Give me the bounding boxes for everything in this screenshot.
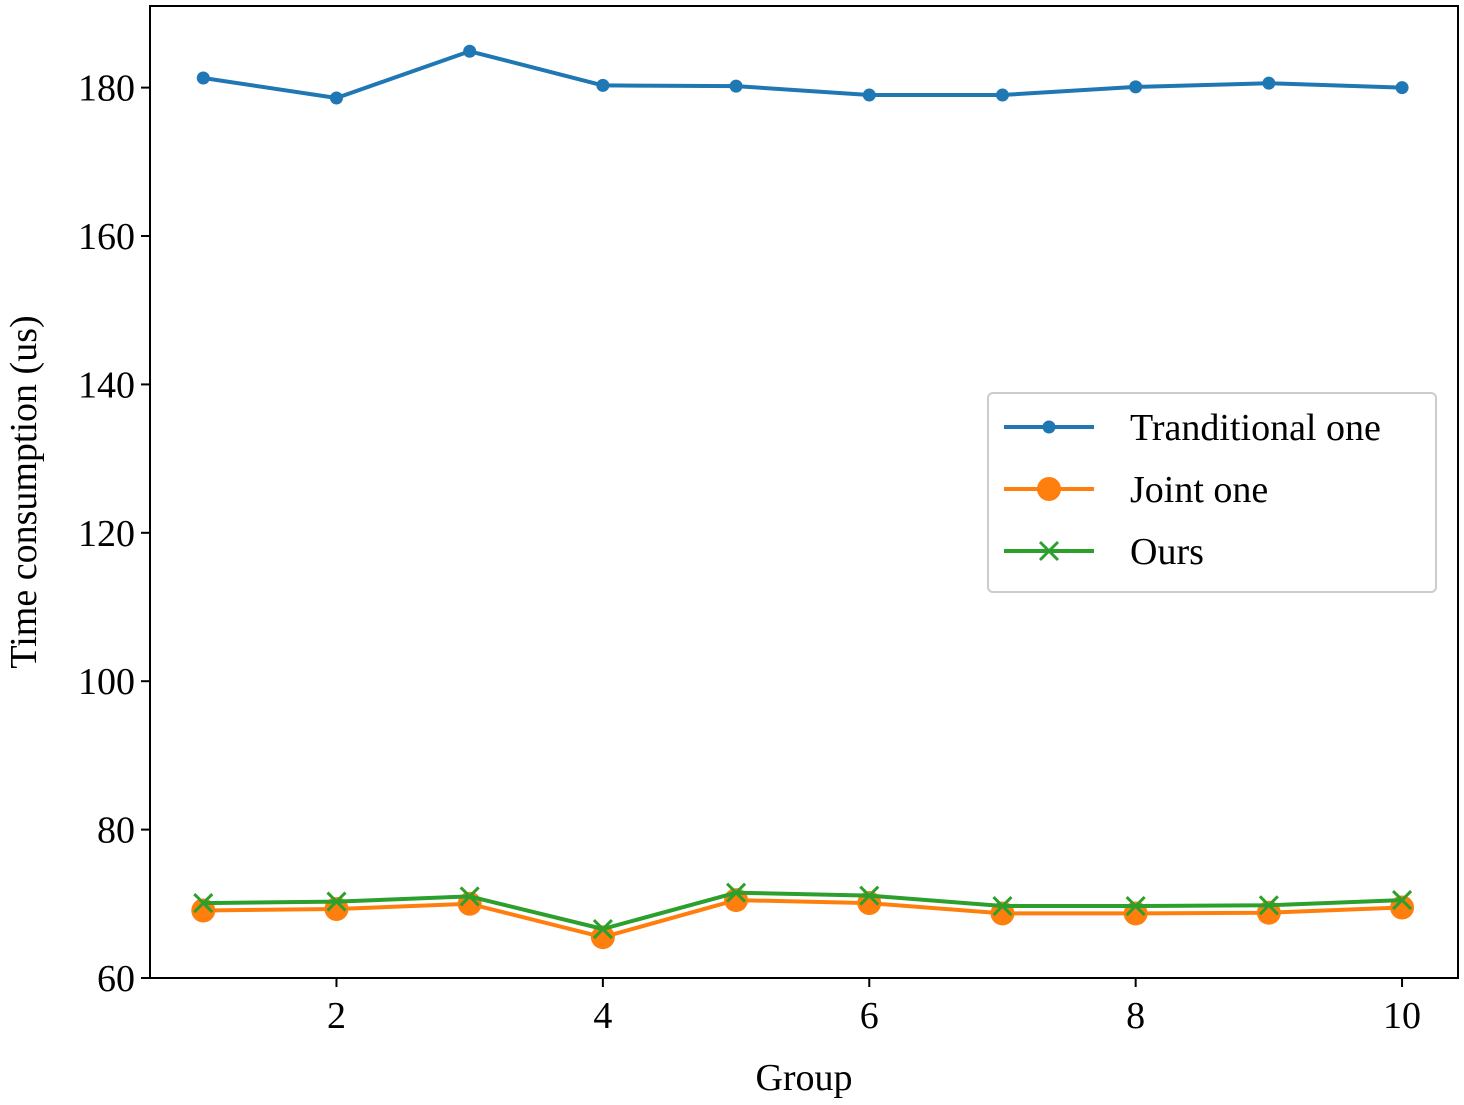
data-point — [596, 78, 610, 92]
data-point — [592, 918, 613, 940]
y-tick-label: 60 — [97, 958, 135, 1000]
data-point — [196, 71, 210, 85]
axes-frame — [149, 5, 1459, 979]
y-tick-label: 80 — [97, 810, 135, 852]
legend: Tranditional one Joint one Ours — [987, 392, 1437, 593]
legend-label: Ours — [1130, 531, 1204, 573]
data-point — [1391, 890, 1413, 911]
series-1 — [196, 44, 1409, 105]
data-point — [1395, 81, 1409, 95]
axis-ticks: 2 4 6 8 10 60 80 100 120 140 160 180 — [78, 68, 1421, 1037]
data-point — [859, 885, 880, 906]
data-point — [459, 886, 480, 907]
data-point — [590, 925, 615, 950]
data-point — [995, 88, 1009, 102]
legend-marker — [1042, 420, 1056, 434]
data-point — [1258, 895, 1279, 916]
x-tick-label: 6 — [860, 995, 879, 1037]
legend-marker — [1037, 477, 1061, 501]
data-point — [729, 79, 743, 93]
series-line — [203, 49, 1403, 100]
legend-label: Tranditional one — [1130, 407, 1381, 449]
data-point — [326, 891, 347, 912]
x-axis-title: Group — [755, 1057, 852, 1099]
series-2 — [191, 888, 1415, 950]
data-point — [193, 892, 214, 914]
legend-item: Tranditional one — [1004, 407, 1381, 449]
data-point — [463, 44, 477, 58]
legend-item: Ours — [1004, 531, 1204, 573]
data-point — [992, 895, 1013, 917]
data-point — [329, 91, 343, 105]
series-line — [203, 898, 1403, 940]
data-point — [726, 882, 747, 903]
y-tick-label: 180 — [78, 68, 135, 110]
y-tick-label: 100 — [78, 661, 135, 703]
plot-area — [191, 44, 1415, 950]
legend-item: Joint one — [1004, 469, 1268, 511]
series-line — [203, 890, 1403, 931]
y-tick-label: 120 — [78, 513, 135, 555]
data-point — [1125, 895, 1146, 917]
data-point — [1129, 80, 1143, 94]
data-point — [1262, 76, 1276, 90]
y-tick-label: 140 — [78, 364, 135, 406]
legend-box — [987, 392, 1437, 593]
legend-label: Joint one — [1130, 469, 1268, 511]
y-tick-label: 160 — [78, 216, 135, 258]
x-tick-label: 2 — [327, 995, 346, 1037]
data-point — [862, 88, 876, 102]
y-axis-title: Time consumption (us) — [3, 315, 45, 668]
series-3 — [193, 882, 1413, 940]
x-tick-label: 4 — [593, 995, 612, 1037]
legend-marker — [1038, 540, 1060, 562]
x-tick-label: 8 — [1126, 995, 1145, 1037]
x-tick-label: 10 — [1383, 995, 1421, 1037]
